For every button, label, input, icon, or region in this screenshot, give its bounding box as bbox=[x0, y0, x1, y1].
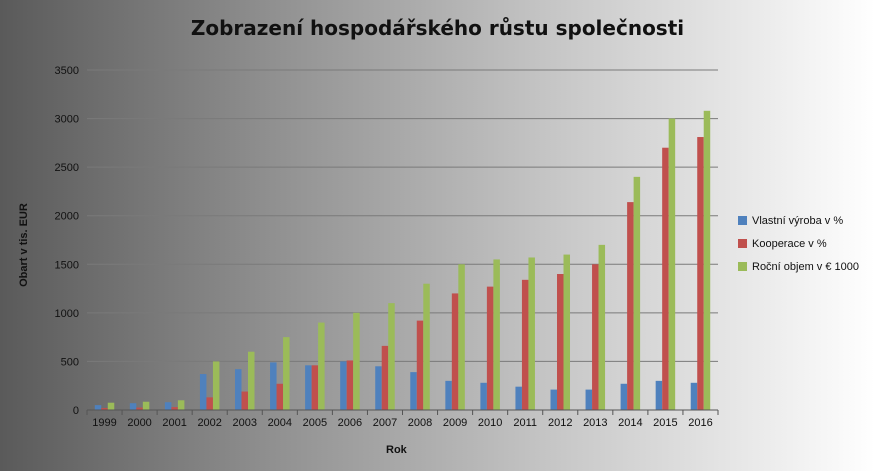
bar bbox=[521, 279, 529, 410]
bar bbox=[690, 382, 698, 410]
bar bbox=[445, 380, 452, 410]
x-tick-label: 2016 bbox=[688, 417, 712, 429]
y-tick-label: 1000 bbox=[55, 308, 79, 320]
x-axis-label: Rok bbox=[386, 444, 407, 456]
legend-label: Kooperace v % bbox=[752, 237, 827, 250]
bar bbox=[311, 365, 319, 410]
bar bbox=[550, 389, 557, 410]
x-tick-label: 2002 bbox=[197, 417, 221, 429]
bar bbox=[235, 369, 242, 410]
y-tick-label: 2500 bbox=[55, 162, 79, 174]
bar bbox=[375, 366, 382, 410]
x-tick-label: 2010 bbox=[478, 417, 502, 429]
legend-swatch bbox=[738, 262, 747, 271]
bar bbox=[276, 383, 284, 410]
bar bbox=[136, 407, 143, 410]
chart-title: Zobrazení hospodářského růstu společnost… bbox=[190, 16, 685, 40]
x-tick-label: 2006 bbox=[338, 417, 362, 429]
legend-swatch bbox=[738, 216, 747, 225]
bar bbox=[655, 380, 663, 410]
bar bbox=[340, 361, 347, 410]
bar bbox=[199, 374, 207, 410]
bar bbox=[164, 402, 172, 410]
bar bbox=[381, 345, 389, 410]
bar bbox=[528, 257, 535, 410]
legend-label: Vlastní výroba v % bbox=[752, 214, 844, 227]
bar bbox=[101, 408, 108, 410]
bar bbox=[598, 244, 606, 410]
bar bbox=[557, 274, 564, 410]
legend-swatch bbox=[738, 239, 747, 248]
x-tick-label: 1999 bbox=[92, 417, 116, 429]
bar bbox=[94, 405, 102, 410]
bar bbox=[318, 322, 325, 410]
x-tick-label: 2005 bbox=[303, 417, 327, 429]
y-tick-label: 500 bbox=[61, 356, 79, 368]
x-tick-label: 2014 bbox=[618, 417, 642, 429]
y-tick-label: 3000 bbox=[55, 114, 79, 126]
x-tick-label: 2013 bbox=[583, 417, 607, 429]
bar bbox=[142, 401, 150, 410]
bar bbox=[388, 303, 395, 410]
legend-label: Roční objem v € 1000 bbox=[752, 260, 860, 273]
bar bbox=[212, 361, 220, 410]
x-tick-label: 2011 bbox=[513, 417, 537, 429]
y-tick-label: 3500 bbox=[55, 65, 79, 77]
y-tick-label: 0 bbox=[73, 405, 79, 417]
bar bbox=[486, 286, 494, 410]
bar bbox=[177, 400, 185, 410]
bar bbox=[633, 176, 641, 410]
bar bbox=[107, 402, 115, 410]
bar bbox=[662, 147, 669, 410]
x-tick-label: 2015 bbox=[653, 417, 677, 429]
bar bbox=[563, 254, 570, 410]
bar bbox=[241, 391, 248, 410]
bar bbox=[480, 382, 487, 410]
bar bbox=[451, 293, 459, 410]
bar bbox=[585, 389, 593, 410]
bar bbox=[283, 337, 290, 410]
bar bbox=[410, 372, 417, 410]
bar bbox=[305, 365, 312, 410]
bar bbox=[129, 403, 137, 410]
bar bbox=[620, 383, 628, 410]
bar bbox=[353, 312, 360, 410]
bar bbox=[592, 264, 599, 410]
bar bbox=[458, 264, 465, 410]
x-tick-label: 2009 bbox=[443, 417, 467, 429]
bar bbox=[493, 259, 500, 410]
x-tick-label: 2007 bbox=[373, 417, 397, 429]
x-tick-label: 2008 bbox=[408, 417, 432, 429]
bar bbox=[423, 283, 430, 410]
x-tick-label: 2003 bbox=[233, 417, 257, 429]
bar bbox=[627, 202, 634, 410]
bar bbox=[703, 110, 711, 411]
bar bbox=[248, 351, 255, 410]
x-tick-label: 2000 bbox=[127, 417, 151, 429]
x-tick-label: 2001 bbox=[162, 417, 186, 429]
bar bbox=[270, 362, 277, 410]
legend-item: Kooperace v % bbox=[738, 232, 859, 255]
bar bbox=[171, 407, 178, 410]
y-tick-label: 1500 bbox=[55, 259, 79, 271]
legend-item: Vlastní výroba v % bbox=[738, 209, 859, 232]
legend-item: Roční objem v € 1000 bbox=[738, 255, 859, 278]
bar bbox=[416, 320, 424, 410]
bar bbox=[206, 397, 213, 410]
x-tick-label: 2004 bbox=[268, 417, 292, 429]
x-tick-label: 2012 bbox=[548, 417, 572, 429]
legend: Vlastní výroba v % Kooperace v % Roční obj… bbox=[738, 209, 859, 278]
y-tick-label: 2000 bbox=[55, 211, 79, 223]
bar bbox=[515, 386, 522, 410]
bar bbox=[346, 360, 354, 410]
bar bbox=[697, 137, 704, 410]
bar bbox=[668, 118, 676, 411]
